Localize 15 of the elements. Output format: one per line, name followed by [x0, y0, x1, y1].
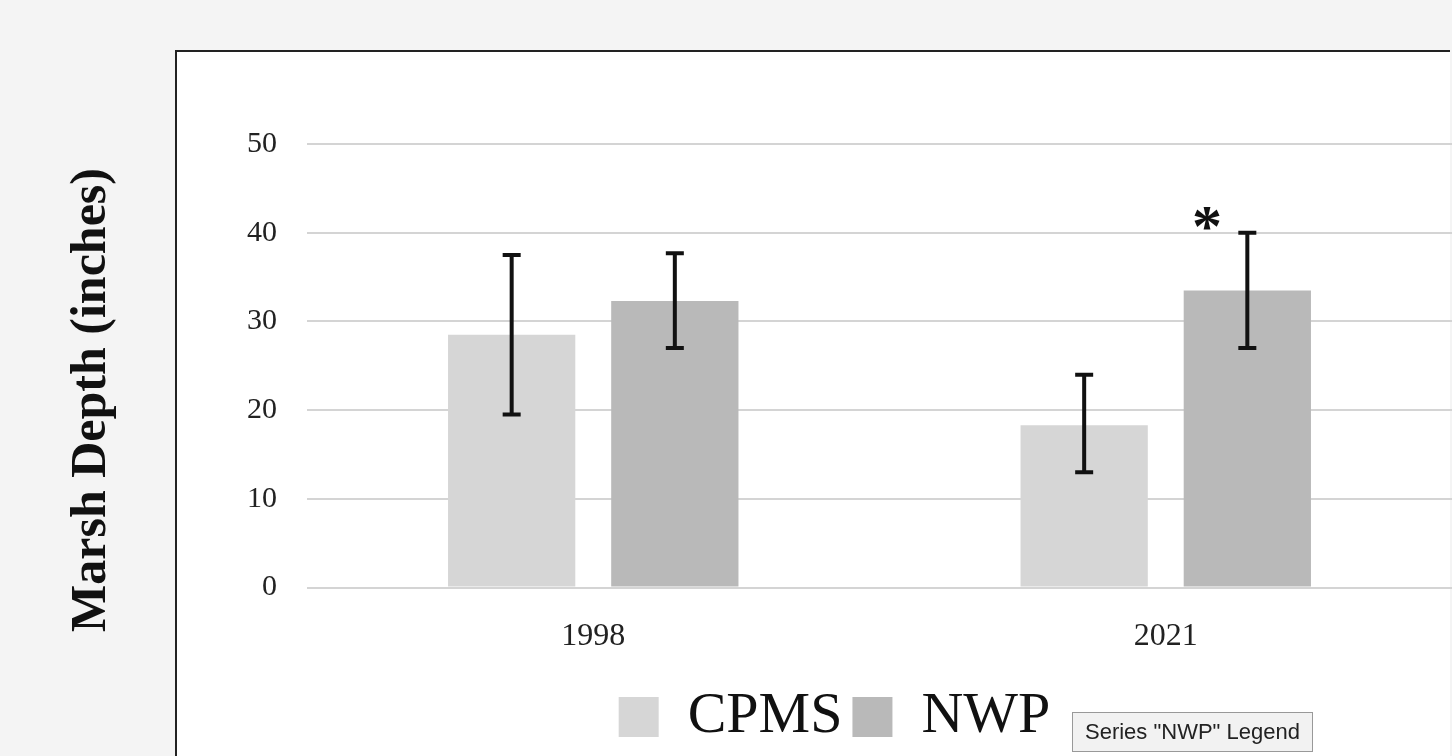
y-axis-title: Marsh Depth (inches)	[59, 168, 117, 632]
bar	[611, 301, 739, 587]
bar	[1183, 290, 1311, 587]
legend-label: NWP	[921, 680, 1051, 746]
y-tick-label: 0	[262, 568, 277, 602]
x-tick-label: 2021	[1133, 616, 1198, 653]
y-tick-label: 40	[247, 213, 277, 247]
y-tick-label: 30	[247, 302, 277, 336]
y-tick-label: 20	[247, 391, 277, 425]
text: Series "NWP" Legend	[1072, 712, 1313, 752]
x-tick-label: 1998	[561, 616, 626, 653]
y-tick-label: 10	[247, 479, 277, 513]
y-tick-label: 50	[247, 124, 277, 158]
legend-label: CPMS	[687, 680, 843, 746]
annotation: *	[1192, 193, 1222, 259]
